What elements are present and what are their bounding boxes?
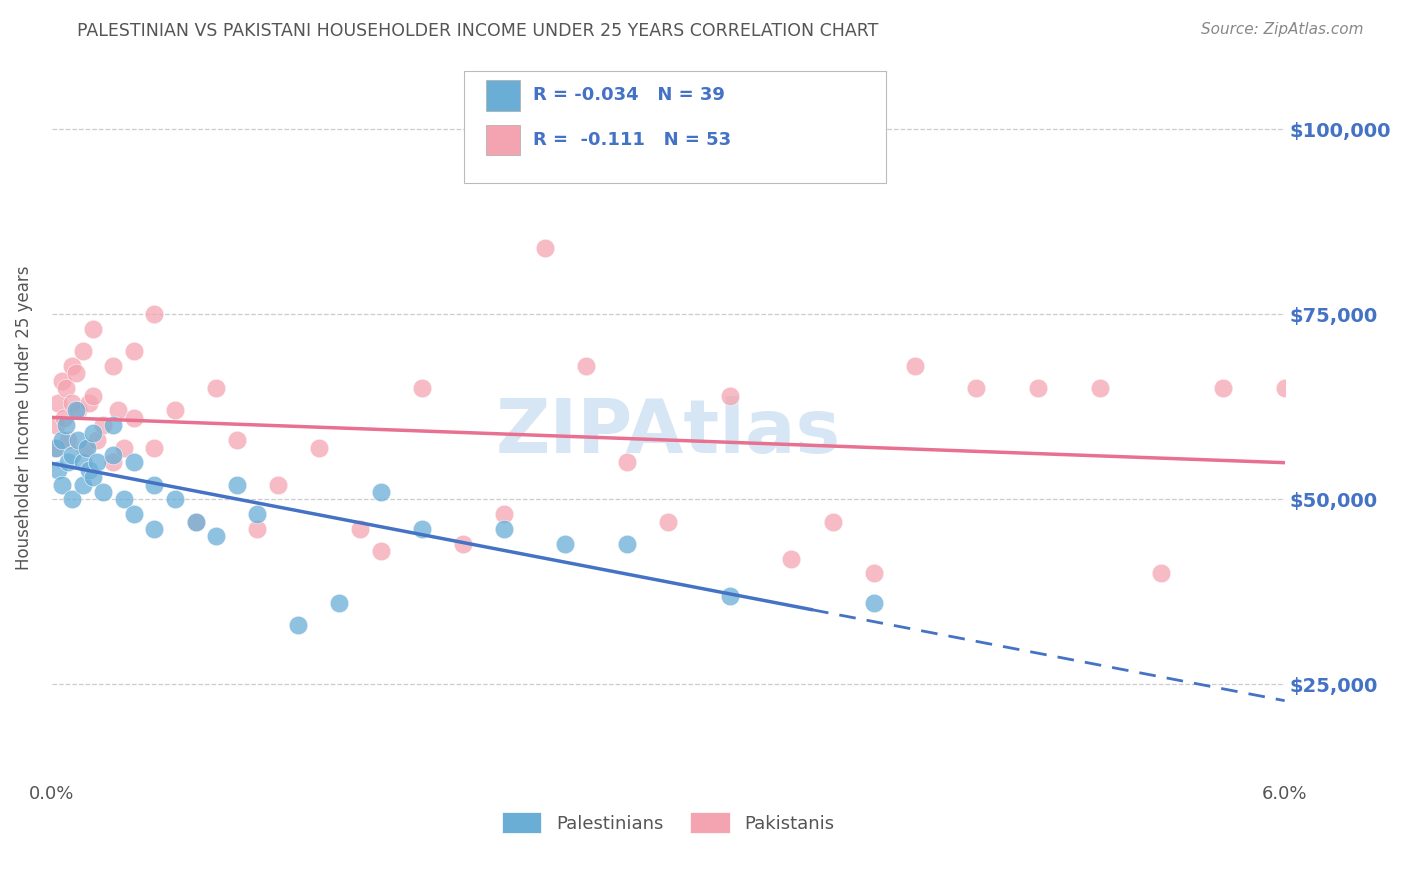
Point xyxy=(143,441,166,455)
Point xyxy=(308,441,330,455)
Point xyxy=(45,441,67,455)
Point xyxy=(616,455,638,469)
Point xyxy=(451,537,474,551)
Point xyxy=(73,441,96,455)
Point xyxy=(554,537,576,551)
Point xyxy=(1212,381,1234,395)
Point xyxy=(718,389,741,403)
Point xyxy=(51,374,73,388)
Point xyxy=(60,448,83,462)
Point xyxy=(411,381,433,395)
Point xyxy=(862,566,884,581)
Point xyxy=(67,403,90,417)
Point xyxy=(965,381,987,395)
Point xyxy=(103,448,125,462)
Point xyxy=(1088,381,1111,395)
Point xyxy=(46,463,69,477)
Point xyxy=(349,522,371,536)
Point xyxy=(56,455,79,469)
Point xyxy=(904,359,927,373)
Point xyxy=(55,381,77,395)
Point xyxy=(184,515,207,529)
Point xyxy=(143,477,166,491)
Point xyxy=(718,589,741,603)
Point xyxy=(122,507,145,521)
Point xyxy=(72,344,94,359)
Point xyxy=(76,441,98,455)
Point xyxy=(780,551,803,566)
Point xyxy=(246,522,269,536)
Point xyxy=(328,596,350,610)
Point xyxy=(51,433,73,447)
Point xyxy=(534,241,557,255)
Point xyxy=(72,477,94,491)
Point xyxy=(143,307,166,321)
Point xyxy=(143,522,166,536)
Point xyxy=(77,396,100,410)
Y-axis label: Householder Income Under 25 years: Householder Income Under 25 years xyxy=(15,266,32,570)
Point xyxy=(86,455,108,469)
Point xyxy=(65,367,87,381)
Text: Source: ZipAtlas.com: Source: ZipAtlas.com xyxy=(1201,22,1364,37)
Point xyxy=(82,470,104,484)
Text: R = -0.034   N = 39: R = -0.034 N = 39 xyxy=(533,87,724,104)
Point xyxy=(82,322,104,336)
Point xyxy=(107,403,129,417)
Point xyxy=(370,544,392,558)
Point xyxy=(53,410,76,425)
Point xyxy=(103,418,125,433)
Point xyxy=(370,484,392,499)
Point xyxy=(56,433,79,447)
Point xyxy=(72,455,94,469)
Point xyxy=(77,463,100,477)
Point xyxy=(86,433,108,447)
Point xyxy=(163,403,186,417)
Point xyxy=(60,396,83,410)
Point xyxy=(122,344,145,359)
Legend: Palestinians, Pakistanis: Palestinians, Pakistanis xyxy=(495,805,842,840)
Point xyxy=(492,507,515,521)
Point xyxy=(112,441,135,455)
Point xyxy=(82,425,104,440)
Point xyxy=(67,433,90,447)
Point xyxy=(205,381,228,395)
Point xyxy=(657,515,679,529)
Point xyxy=(267,477,290,491)
Point xyxy=(51,477,73,491)
Point xyxy=(55,418,77,433)
Text: R =  -0.111   N = 53: R = -0.111 N = 53 xyxy=(533,131,731,149)
Point xyxy=(1274,381,1296,395)
Point xyxy=(122,455,145,469)
Text: ZIPAtlas: ZIPAtlas xyxy=(496,396,841,469)
Point xyxy=(103,359,125,373)
Point xyxy=(225,433,247,447)
Point xyxy=(163,492,186,507)
Point xyxy=(103,455,125,469)
Point xyxy=(112,492,135,507)
Point xyxy=(205,529,228,543)
Point xyxy=(91,484,114,499)
Point xyxy=(60,492,83,507)
Point xyxy=(821,515,844,529)
Point xyxy=(65,403,87,417)
Point xyxy=(616,537,638,551)
Point xyxy=(225,477,247,491)
Point xyxy=(91,418,114,433)
Point xyxy=(60,359,83,373)
Point xyxy=(246,507,269,521)
Point xyxy=(184,515,207,529)
Point xyxy=(575,359,598,373)
Point xyxy=(42,441,65,455)
Point xyxy=(1150,566,1173,581)
Point xyxy=(492,522,515,536)
Point xyxy=(82,389,104,403)
Point xyxy=(45,418,67,433)
Text: PALESTINIAN VS PAKISTANI HOUSEHOLDER INCOME UNDER 25 YEARS CORRELATION CHART: PALESTINIAN VS PAKISTANI HOUSEHOLDER INC… xyxy=(77,22,879,40)
Point xyxy=(122,410,145,425)
Point xyxy=(411,522,433,536)
Point xyxy=(1026,381,1049,395)
Point xyxy=(862,596,884,610)
Point xyxy=(287,618,309,632)
Point xyxy=(46,396,69,410)
